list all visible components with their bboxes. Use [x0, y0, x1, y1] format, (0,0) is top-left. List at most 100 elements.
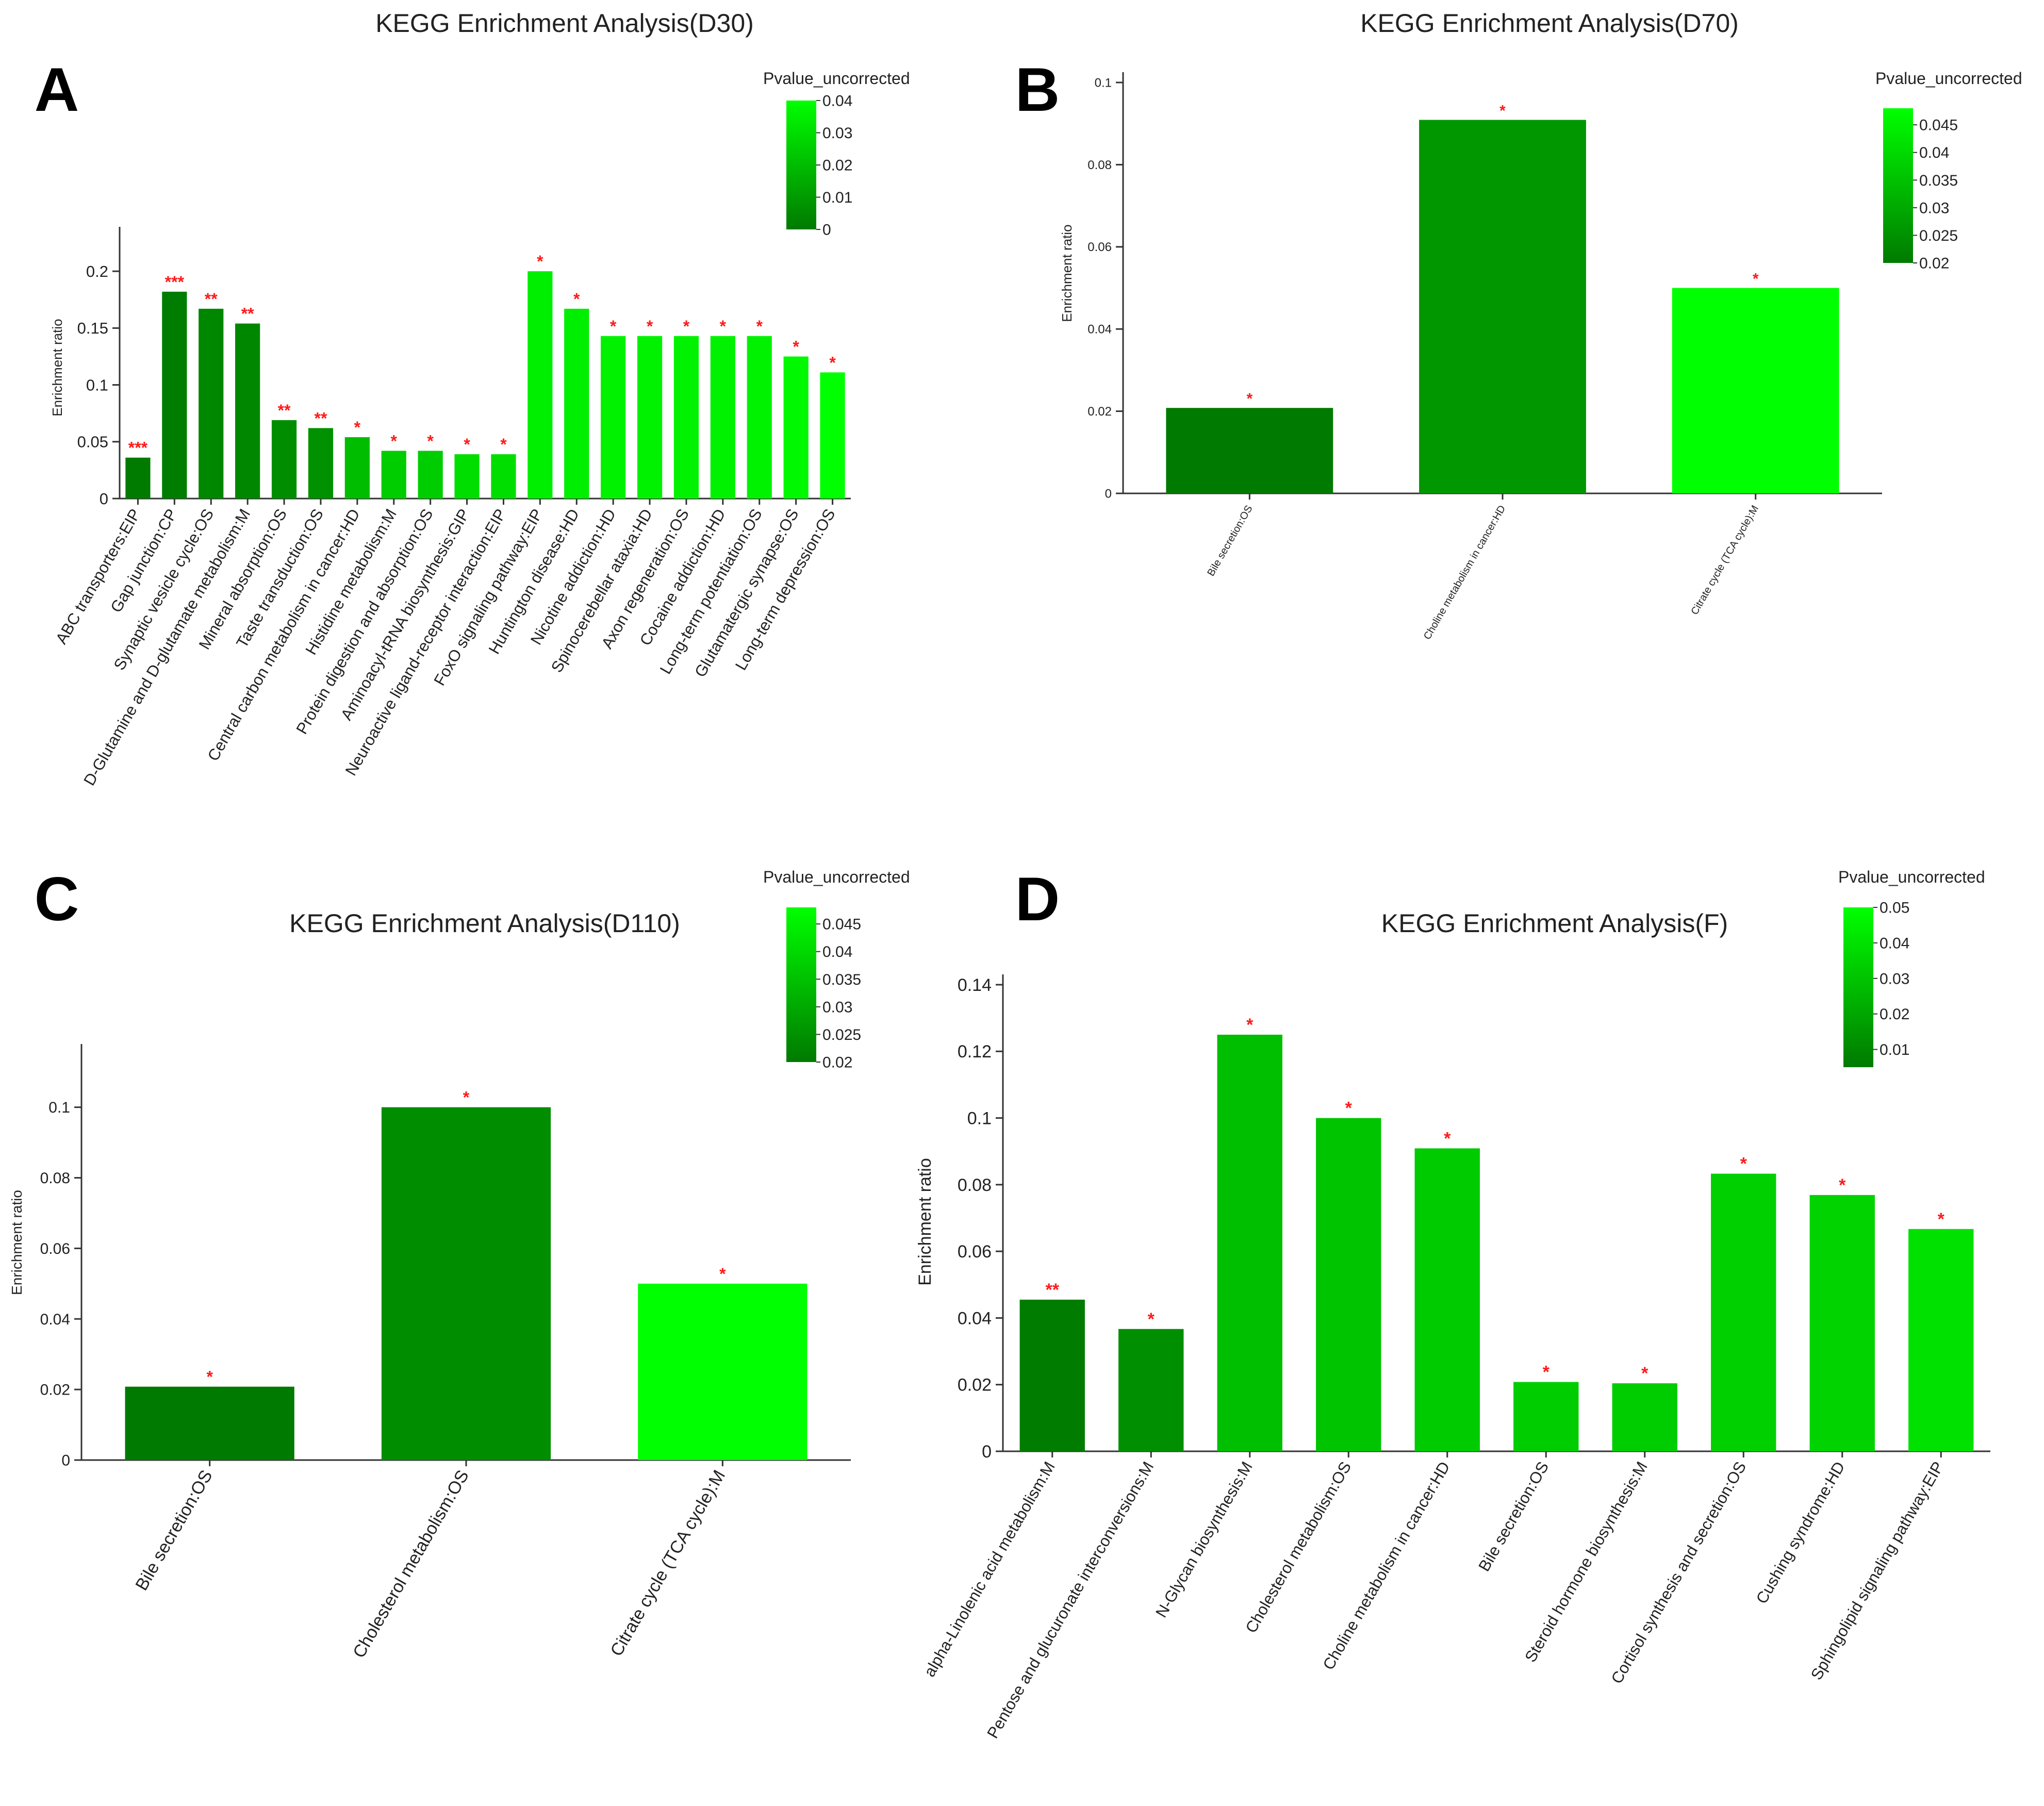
x-tick-label: Citrate cycle (TCA cycle):M	[1689, 504, 1761, 617]
legend-colorbar	[786, 907, 816, 1062]
legend-tick-label: 0.02	[1880, 1006, 1909, 1023]
y-tick-label: 0.1	[86, 376, 108, 394]
panel-label: D	[1015, 865, 1060, 934]
y-tick-label: 0.06	[40, 1240, 70, 1257]
bar	[1019, 1299, 1085, 1451]
legend-tick-label: 0.045	[1919, 117, 1958, 134]
significance-label: *	[537, 252, 543, 271]
bar	[381, 451, 406, 499]
bar	[1118, 1329, 1184, 1451]
bar	[491, 454, 516, 499]
panel-label: C	[35, 865, 79, 934]
bar	[125, 1386, 294, 1460]
significance-label: *	[610, 317, 617, 336]
legend-tick-label: 0.01	[822, 189, 852, 206]
x-tick-label: N-Glycan biosynthesis:M	[1152, 1459, 1256, 1620]
bar	[1166, 408, 1333, 493]
legend-tick-label: 0.03	[1919, 200, 1949, 217]
significance-label: *	[719, 1265, 726, 1283]
significance-label: *	[720, 317, 727, 336]
x-tick-label: Cholesterol metabolism:OS	[1242, 1459, 1355, 1636]
bar	[1419, 120, 1586, 494]
significance-label: *	[1345, 1099, 1353, 1118]
chart-title: KEGG Enrichment Analysis(D110)	[289, 909, 680, 938]
y-tick-label: 0	[61, 1452, 70, 1469]
significance-label: *	[1246, 1015, 1254, 1035]
legend-tick-label: 0.045	[822, 916, 861, 933]
chart-title: KEGG Enrichment Analysis(D70)	[1360, 9, 1739, 38]
chart-panel-d: D KEGG Enrichment Analysis(F) 0 0.02 0.04 0.0…	[915, 865, 1990, 1742]
significance-label: **	[314, 409, 327, 427]
significance-label: ***	[128, 439, 148, 457]
bar	[783, 356, 809, 499]
bar	[271, 420, 297, 499]
significance-label: *	[1444, 1129, 1451, 1148]
legend-colorbar	[1843, 907, 1873, 1067]
y-tick-label: 0	[1105, 487, 1112, 501]
x-tick-label: Cholesterol metabolism:OS	[349, 1467, 473, 1661]
y-tick-label: 0.12	[958, 1042, 992, 1062]
legend-tick-label: 0.02	[1919, 255, 1949, 272]
significance-label: *	[206, 1368, 213, 1386]
x-tick-label: Cushing syndrome:HD	[1753, 1459, 1849, 1607]
legend-tick-label: 0.02	[822, 157, 852, 174]
bar	[601, 336, 626, 499]
bar	[344, 437, 370, 499]
significance-label: *	[647, 317, 653, 336]
legend-colorbar	[786, 101, 816, 229]
y-tick-label: 0.08	[958, 1175, 992, 1195]
significance-label: *	[427, 432, 434, 450]
bar	[199, 308, 224, 499]
bar	[381, 1107, 551, 1460]
bar	[1908, 1229, 1974, 1451]
x-tick-label: Bile secretion:OS	[131, 1467, 216, 1594]
x-tick-label: Pentose and glucuronate interconversions…	[983, 1459, 1157, 1742]
y-axis-label: Enrichment ratio	[50, 319, 65, 416]
bar	[710, 336, 735, 499]
legend-title: Pvalue_uncorrected	[1838, 868, 1985, 886]
bar	[125, 457, 151, 499]
significance-label: **	[278, 401, 291, 420]
y-tick-label: 0.1	[1095, 76, 1112, 90]
legend-title: Pvalue_uncorrected	[763, 868, 910, 886]
bar	[747, 336, 772, 499]
legend-title: Pvalue_uncorrected	[763, 69, 910, 88]
significance-label: *	[1499, 103, 1506, 120]
significance-label: *	[1938, 1209, 1945, 1229]
significance-label: *	[683, 317, 690, 336]
bar	[528, 271, 553, 499]
y-tick-label: 0.1	[967, 1108, 992, 1128]
chart-title: KEGG Enrichment Analysis(D30)	[375, 9, 754, 38]
chart-panel-c: C KEGG Enrichment Analysis(D110) 0 0.02 0.04…	[9, 865, 910, 1661]
legend-tick-label: 0.04	[822, 93, 852, 110]
legend-tick-label: 0.025	[822, 1026, 861, 1043]
chart-title: KEGG Enrichment Analysis(F)	[1381, 909, 1728, 938]
bar	[1217, 1034, 1282, 1451]
y-tick-label: 0.14	[958, 975, 992, 995]
significance-label: **	[205, 290, 218, 308]
panel-label: A	[35, 55, 79, 124]
y-tick-label: 0.05	[77, 433, 108, 451]
significance-label: *	[1753, 271, 1759, 288]
legend-tick-label: 0.025	[1919, 227, 1958, 244]
y-tick-label: 0	[982, 1442, 992, 1462]
legend-tick-label: 0.04	[1880, 935, 1909, 952]
x-tick-label: Choline metabolism in cancer:HD	[1422, 504, 1508, 642]
y-tick-label: 0.15	[77, 319, 108, 337]
significance-label: *	[463, 1088, 470, 1107]
bar	[820, 372, 845, 499]
x-tick-label: Citrate cycle (TCA cycle):M	[606, 1467, 729, 1660]
y-tick-label: 0.04	[1087, 323, 1112, 337]
legend-tick-label: 0.04	[1919, 144, 1949, 161]
chart-panel-b: B KEGG Enrichment Analysis(D70) 0 0.02 0.04 0…	[1015, 9, 2022, 642]
bar	[1316, 1118, 1381, 1451]
bar	[1672, 288, 1839, 493]
bar	[1809, 1195, 1875, 1451]
bar	[418, 451, 443, 499]
legend-tick-label: 0.02	[822, 1054, 852, 1071]
bar	[235, 323, 260, 499]
y-tick-label: 0.1	[48, 1099, 70, 1116]
significance-label: *	[1148, 1310, 1155, 1329]
significance-label: *	[793, 337, 799, 356]
